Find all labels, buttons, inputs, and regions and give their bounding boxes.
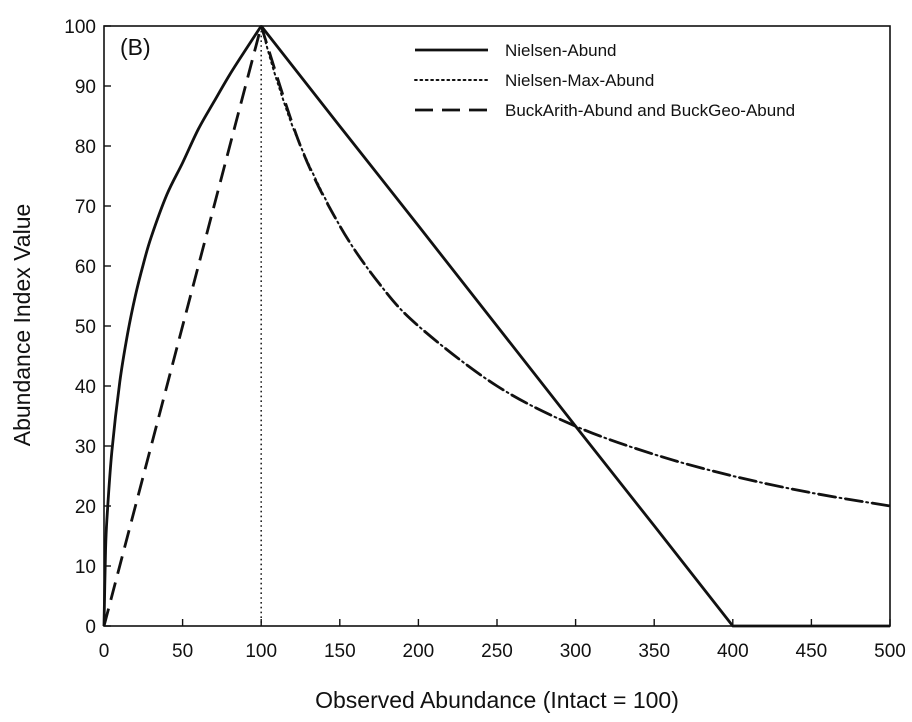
legend-label-nielsen-abund: Nielsen-Abund — [505, 41, 617, 60]
x-tick-label: 100 — [245, 641, 277, 662]
panel-label: (B) — [120, 34, 151, 60]
series-line-nielsen-max-abund — [260, 25, 891, 507]
x-tick-label: 0 — [99, 641, 110, 662]
y-tick-label: 100 — [64, 17, 96, 38]
x-tick-label: 200 — [403, 641, 435, 662]
x-axis-title: Observed Abundance (Intact = 100) — [315, 687, 679, 713]
legend-label-buckarith-abund-and-buckgeo-abund: BuckArith-Abund and BuckGeo-Abund — [505, 101, 795, 120]
x-tick-label: 50 — [172, 641, 193, 662]
x-tick-label: 300 — [560, 641, 592, 662]
x-tick-label: 250 — [481, 641, 513, 662]
legend-label-nielsen-max-abund: Nielsen-Max-Abund — [505, 71, 654, 90]
y-tick-label: 80 — [75, 137, 96, 158]
y-tick-label: 20 — [75, 497, 96, 518]
y-tick-label: 90 — [75, 77, 96, 98]
y-tick-label: 40 — [75, 377, 96, 398]
y-tick-label: 70 — [75, 197, 96, 218]
x-tick-label: 400 — [717, 641, 749, 662]
y-tick-label: 30 — [75, 437, 96, 458]
y-axis-title: Abundance Index Value — [9, 204, 35, 447]
series-line-buckarith-abund-and-buckgeo-abund — [102, 25, 891, 627]
x-tick-label: 450 — [796, 641, 828, 662]
y-tick-label: 50 — [75, 317, 96, 338]
x-tick-label: 350 — [638, 641, 670, 662]
y-tick-label: 10 — [75, 557, 96, 578]
y-tick-label: 0 — [85, 617, 96, 638]
x-tick-label: 150 — [324, 641, 356, 662]
y-tick-label: 60 — [75, 257, 96, 278]
x-tick-label: 500 — [874, 641, 906, 662]
